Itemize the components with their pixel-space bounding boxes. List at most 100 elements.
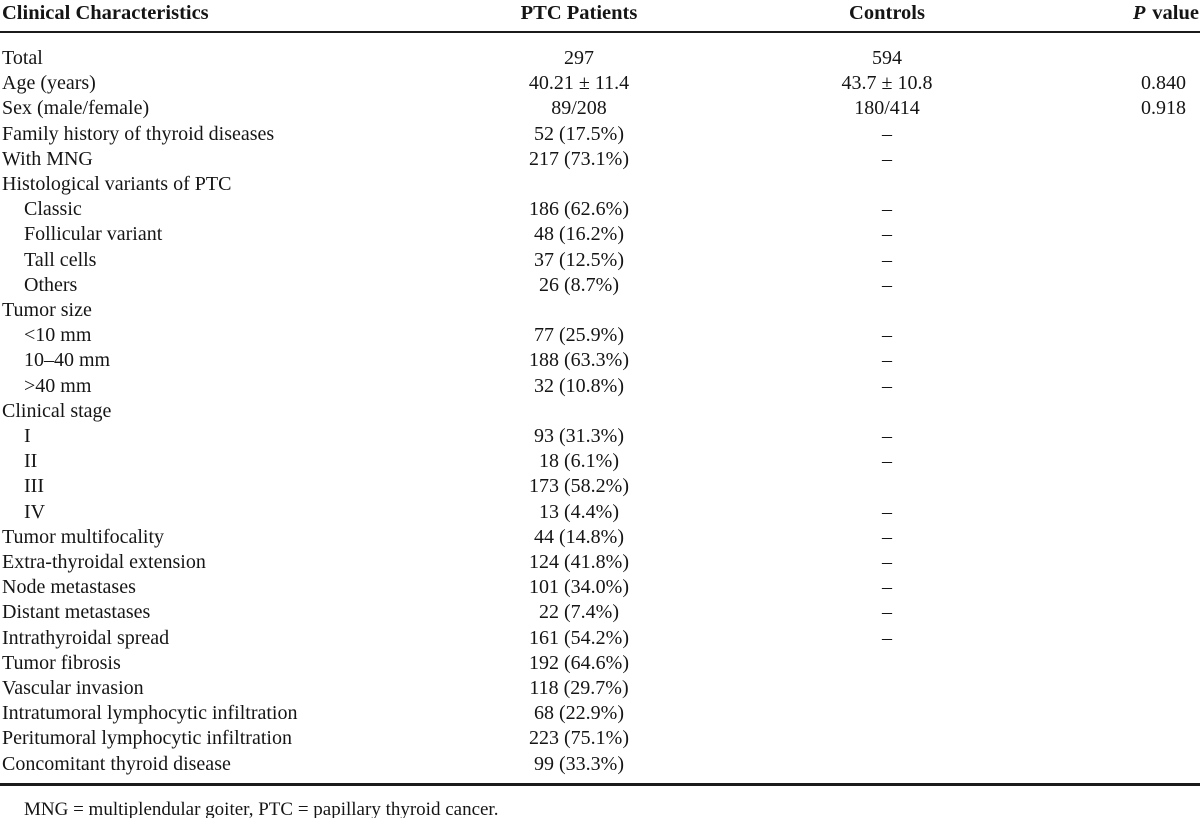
controls-value-cell xyxy=(703,474,1071,499)
p-value-cell xyxy=(1071,222,1200,247)
p-value-cell xyxy=(1071,348,1200,373)
p-value-cell xyxy=(1071,525,1200,550)
p-value-cell xyxy=(1071,273,1200,298)
row-label-cell: Extra-thyroidal extension xyxy=(2,551,206,574)
p-value-cell xyxy=(1071,626,1200,651)
row-label-cell: Intratumoral lymphocytic infiltration xyxy=(2,702,298,725)
p-value-cell xyxy=(1071,726,1200,751)
controls-value-cell: – xyxy=(882,122,892,145)
p-value-cell xyxy=(1071,550,1200,575)
p-value-cell xyxy=(1071,399,1200,424)
table-row: Peritumoral lymphocytic infiltration 223 … xyxy=(0,726,1200,751)
row-label-cell: Tall cells xyxy=(24,248,97,271)
controls-value-cell: – xyxy=(882,324,892,347)
ptc-value-cell: 13 (4.4%) xyxy=(539,500,619,523)
table-row: 10–40 mm 188 (63.3%) – xyxy=(0,348,1200,373)
table-row: Intrathyroidal spread 161 (54.2%) – xyxy=(0,626,1200,651)
row-label-cell: I xyxy=(24,425,31,448)
ptc-value-cell: 188 (63.3%) xyxy=(529,349,629,372)
controls-value-cell xyxy=(703,752,1071,785)
ptc-value-cell: 52 (17.5%) xyxy=(534,122,624,145)
row-label-cell: IV xyxy=(24,500,46,523)
controls-value-cell xyxy=(703,701,1071,726)
controls-value-cell: – xyxy=(882,374,892,397)
row-label-cell: Age (years) xyxy=(2,72,96,95)
table-row: Sex (male/female) 89/208 180/414 0.918 xyxy=(0,96,1200,121)
row-label-cell: Tumor fibrosis xyxy=(2,651,121,674)
row-label-cell: Concomitant thyroid disease xyxy=(2,752,231,775)
row-label-cell: II xyxy=(24,450,38,473)
ptc-value-cell: 26 (8.7%) xyxy=(539,273,619,296)
ptc-value-cell: 124 (41.8%) xyxy=(529,551,629,574)
row-label-cell: Tumor size xyxy=(2,299,92,322)
controls-value-cell xyxy=(703,399,1071,424)
row-label-cell: Intrathyroidal spread xyxy=(2,626,170,649)
row-label-cell: Node metastases xyxy=(2,576,136,599)
row-label-cell: Sex (male/female) xyxy=(2,97,150,120)
table-row: Intratumoral lymphocytic infiltration 68 … xyxy=(0,701,1200,726)
p-value-header-rest: value xyxy=(1152,2,1199,24)
ptc-value-cell: 118 (29.7%) xyxy=(529,677,629,700)
controls-value-cell xyxy=(703,298,1071,323)
p-value-cell xyxy=(1071,374,1200,399)
ptc-value-cell: 161 (54.2%) xyxy=(529,626,629,649)
controls-value-cell: 43.7 ± 10.8 xyxy=(841,72,933,95)
table-row: Tumor multifocality 44 (14.8%) – xyxy=(0,525,1200,550)
table-row: Classic 186 (62.6%) – xyxy=(0,197,1200,222)
table-row: <10 mm 77 (25.9%) – xyxy=(0,323,1200,348)
ptc-value-cell: 37 (12.5%) xyxy=(534,248,624,271)
p-value-cell xyxy=(1071,651,1200,676)
table-footnote: MNG = multiplendular goiter, PTC = papil… xyxy=(24,798,499,818)
ptc-value-cell: 192 (64.6%) xyxy=(529,651,629,674)
table-row: II 18 (6.1%) – xyxy=(0,449,1200,474)
row-label-cell: Family history of thyroid diseases xyxy=(2,122,275,145)
controls-value-cell: – xyxy=(882,248,892,271)
table-row: Distant metastases 22 (7.4%) – xyxy=(0,600,1200,625)
p-value-cell xyxy=(1071,474,1200,499)
ptc-value-cell: 32 (10.8%) xyxy=(534,374,624,397)
ptc-value-cell xyxy=(455,298,703,323)
p-value-cell xyxy=(1071,172,1200,197)
controls-value-cell: – xyxy=(882,450,892,473)
controls-value-cell: – xyxy=(882,601,892,624)
table-row: Age (years) 40.21 ± 11.4 43.7 ± 10.8 0.840 xyxy=(0,71,1200,96)
ptc-value-cell: 77 (25.9%) xyxy=(534,324,624,347)
p-value-cell xyxy=(1071,323,1200,348)
clinical-characteristics-table: Clinical Characteristics PTC Patients Co… xyxy=(0,0,1200,786)
controls-value-cell xyxy=(703,726,1071,751)
table-row: Tall cells 37 (12.5%) – xyxy=(0,248,1200,273)
controls-value-cell: – xyxy=(882,147,892,170)
ptc-value-cell xyxy=(455,399,703,424)
header-ptc-patients: PTC Patients xyxy=(455,0,703,33)
table-row: Concomitant thyroid disease 99 (33.3%) xyxy=(0,752,1200,785)
ptc-value-cell: 40.21 ± 11.4 xyxy=(528,72,630,95)
controls-value-cell: – xyxy=(882,273,892,296)
p-value-cell: 0.918 xyxy=(1141,97,1186,120)
row-label-cell: Vascular invasion xyxy=(2,677,144,700)
ptc-value-cell: 48 (16.2%) xyxy=(534,223,624,246)
p-value-cell xyxy=(1071,752,1200,785)
ptc-value-cell: 101 (34.0%) xyxy=(529,576,629,599)
p-value-cell xyxy=(1071,248,1200,273)
controls-value-cell: – xyxy=(882,626,892,649)
table-row: I 93 (31.3%) – xyxy=(0,424,1200,449)
row-label-cell: <10 mm xyxy=(24,324,92,347)
row-label-cell: With MNG xyxy=(2,147,93,170)
controls-value-cell: – xyxy=(882,223,892,246)
p-value-cell xyxy=(1071,197,1200,222)
controls-value-cell: – xyxy=(882,500,892,523)
table-row: Family history of thyroid diseases 52 (17… xyxy=(0,122,1200,147)
ptc-value-cell: 297 xyxy=(564,47,594,69)
row-label-cell: Clinical stage xyxy=(2,399,112,422)
ptc-value-cell xyxy=(455,172,703,197)
row-label-cell: Classic xyxy=(24,198,82,221)
ptc-value-cell: 22 (7.4%) xyxy=(539,601,619,624)
header-p-value: P value xyxy=(1071,0,1200,33)
controls-value-cell: – xyxy=(882,525,892,548)
ptc-value-cell: 18 (6.1%) xyxy=(539,450,619,473)
table-row: Others 26 (8.7%) – xyxy=(0,273,1200,298)
table-row: With MNG 217 (73.1%) – xyxy=(0,147,1200,172)
row-label-cell: Total xyxy=(2,47,43,69)
table-row: Histological variants of PTC xyxy=(0,172,1200,197)
